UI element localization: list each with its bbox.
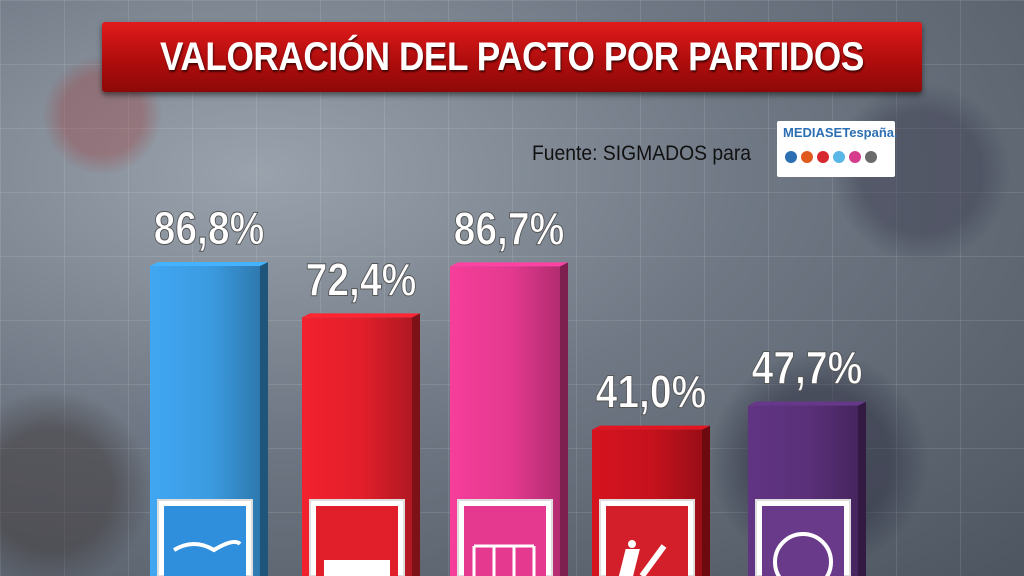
logo-dot (817, 151, 829, 163)
value-label-iu: 41,0% (596, 367, 707, 419)
logo-text-a: MEDIASET (783, 125, 850, 140)
bar-top-upyd (450, 262, 568, 267)
value-label-upyd: 86,7% (454, 203, 565, 255)
mediaset-logo: MEDIASETespaña. (777, 121, 898, 177)
bar-side-iu (702, 425, 710, 576)
bar-top-podemos (748, 401, 866, 406)
bar-side-psoe (412, 313, 420, 576)
title-banner: VALORACIÓN DEL PACTO POR PARTIDOS (102, 22, 922, 92)
bar-top-psoe (302, 313, 420, 318)
logo-text-b: españa. (849, 125, 898, 140)
upyd-logo-mark-icon (472, 544, 536, 576)
bar-side-pp (260, 262, 268, 576)
value-label-podemos: 47,7% (752, 343, 863, 395)
logo-channel-dots (785, 151, 877, 163)
podemos-logo-circle-icon (773, 532, 833, 576)
logo-dot (833, 151, 845, 163)
value-label-pp: 86,8% (154, 203, 265, 255)
pp-logo-bird-icon (172, 540, 242, 553)
iu-logo-mark-icon (618, 544, 667, 576)
bar-side-upyd (560, 262, 568, 576)
bar-top-pp (150, 262, 268, 266)
value-label-psoe: 72,4% (306, 254, 417, 306)
iu-logo-dot-icon (628, 540, 636, 548)
upyd-logo (464, 506, 546, 576)
logo-dot (849, 151, 861, 163)
bar-top-iu (592, 425, 710, 430)
logo-dot (865, 151, 877, 163)
mediaset-logo-text: MEDIASETespaña. (783, 125, 898, 140)
psoe-logo-wordmark-icon (324, 560, 390, 576)
bar-side-podemos (858, 401, 866, 576)
logo-dot (801, 151, 813, 163)
logo-dot (785, 151, 797, 163)
source-label: Fuente: SIGMADOS para (532, 142, 752, 165)
page-title: VALORACIÓN DEL PACTO POR PARTIDOS (160, 34, 864, 79)
